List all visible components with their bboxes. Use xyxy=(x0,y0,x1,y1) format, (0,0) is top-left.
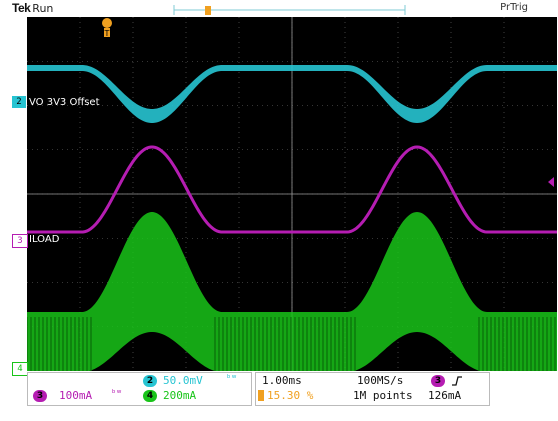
trigger-level: 126mA xyxy=(428,389,462,402)
record-length: 1M points xyxy=(353,389,413,402)
brand-logo: Tek Run xyxy=(12,1,54,15)
readout-panel: 2 50.0mV ᵇʷ 3 100mA ᵇʷ 4 200mA 1.00ms 15… xyxy=(27,371,557,410)
horizontal-box[interactable] xyxy=(255,372,490,406)
ch4-badge: 4 xyxy=(143,390,157,402)
vertical-scale-box[interactable] xyxy=(27,372,252,406)
trigger-source-badge: 3 xyxy=(431,375,445,387)
ch3-trace xyxy=(27,145,557,234)
ch3-scale: 100mA xyxy=(59,389,93,402)
ch4-trace xyxy=(27,212,557,371)
waveform-plot xyxy=(27,17,557,371)
sample-rate: 100MS/s xyxy=(357,374,404,387)
ch4-scale: 200mA xyxy=(163,389,197,402)
svg-text:T: T xyxy=(104,29,110,38)
ch4-marker[interactable]: 4 xyxy=(12,362,28,376)
trigger-position-icon xyxy=(205,6,211,15)
record-view-bar xyxy=(173,5,406,15)
ch2-label: VO 3V3 Offset xyxy=(29,97,100,108)
run-state: Run xyxy=(32,2,54,15)
ch3-marker[interactable]: 3 xyxy=(12,234,28,248)
waveform-display[interactable] xyxy=(27,17,557,371)
trigger-position-icon xyxy=(258,390,264,401)
bandwidth-limit-icon: ᵇʷ xyxy=(226,374,237,384)
ch2-scale: 50.0mV xyxy=(163,374,203,387)
ch3-badge: 3 xyxy=(33,390,47,402)
ch3-label: ILOAD xyxy=(29,234,60,245)
status-bar: Tek Run PrTrig xyxy=(0,0,558,18)
ch2-marker[interactable]: 2 xyxy=(12,96,26,108)
ch2-badge: 2 xyxy=(143,375,157,387)
trigger-status: PrTrig xyxy=(500,2,528,13)
rising-edge-icon xyxy=(452,376,462,386)
trigger-level-marker[interactable] xyxy=(546,176,556,188)
trigger-position: 15.30 % xyxy=(267,389,314,402)
ch2-trace xyxy=(27,65,557,123)
trigger-position-marker[interactable]: T xyxy=(100,17,114,39)
bandwidth-limit-icon: ᵇʷ xyxy=(111,389,122,399)
traces xyxy=(27,65,557,371)
timebase: 1.00ms xyxy=(262,374,302,387)
